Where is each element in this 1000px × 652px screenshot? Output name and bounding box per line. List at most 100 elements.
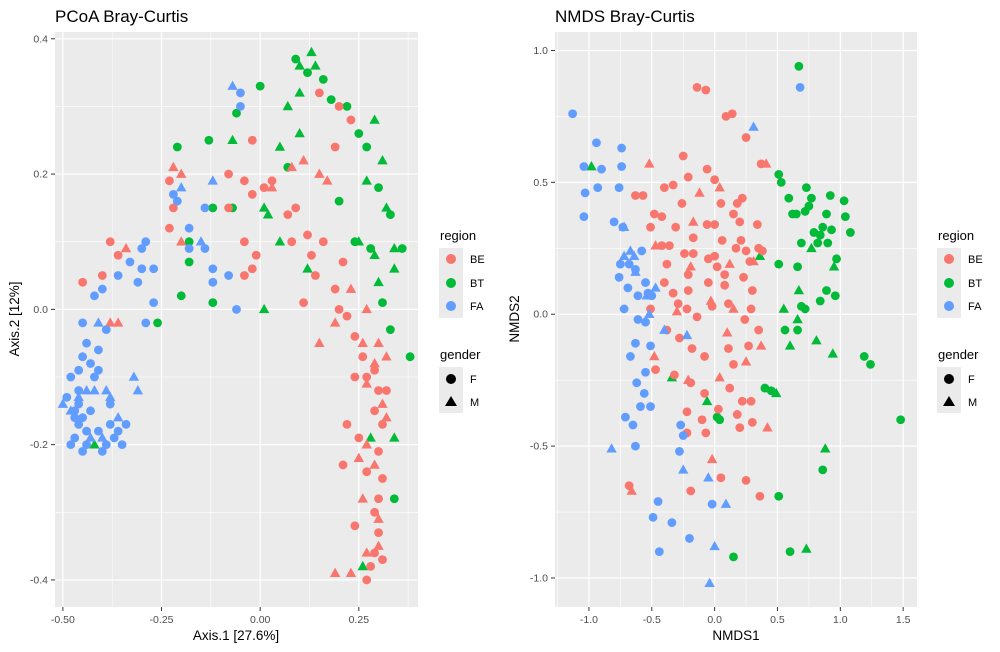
pcoa-point-bt-male [294,60,305,70]
pcoa-point-be-female [303,230,312,240]
nmds-point-be-male [688,216,699,226]
nmds-point-bt-male [820,443,831,453]
nmds-point-fa-female [646,402,655,411]
nmds-point-bt-female [832,254,841,264]
pcoa-point-be-female [342,311,352,321]
pcoa-point-be-female [267,176,277,186]
nmds-point-be-female [717,235,727,245]
pcoa-point-bt-female [176,291,186,301]
nmds-point-fa-male [606,443,617,453]
nmds-point-be-female [752,220,762,229]
pcoa-point-be-female [378,419,387,429]
nmds-point-be-female [692,312,702,322]
nmds-y-tick-label: -0.5 [530,441,548,453]
nmds-legend-key-fa [944,301,954,311]
pcoa-point-bt-female [208,203,218,213]
nmds-point-fa-female [579,162,589,171]
pcoa-point-be-female [350,332,360,341]
nmds-point-be-female [746,396,756,406]
pcoa-point-be-male [373,337,384,347]
pcoa-point-be-female [318,237,328,247]
nmds-point-fa-female [615,259,625,269]
pcoa-plot-background [55,32,418,607]
pcoa-point-fa-female [133,277,143,287]
pcoa-point-bt-male [389,242,400,253]
nmds-point-bt-female [791,209,801,219]
pcoa-point-be-male [345,283,357,293]
nmds-point-bt-female [796,238,806,248]
nmds-point-bt-male [784,340,796,350]
pcoa-point-be-male [381,351,392,361]
nmds-point-be-female [741,475,751,485]
pcoa-point-bt-male [369,249,380,260]
nmds-point-bt-female [800,304,810,314]
pcoa-point-be-male [357,337,368,347]
nmds-title: NMDS Bray-Curtis [555,7,695,26]
pcoa-point-be-male [345,567,357,577]
pcoa-point-fa-male [176,182,187,192]
nmds-x-axis-label: NMDS1 [712,628,759,643]
nmds-point-be-female [710,175,720,185]
nmds-point-be-female [729,209,738,219]
nmds-point-be-female [746,304,756,314]
pcoa-point-bt-female [378,298,387,307]
nmds-y-ticks: -1.0 -0.5 0.0 0.5 1.0 [530,45,555,584]
pcoa-point-bt-male [227,134,238,145]
nmds-point-bt-male [806,242,817,253]
pcoa-point-fa-female [137,244,147,253]
nmds-point-be-female [747,286,757,295]
pcoa-point-bt-male [365,432,376,442]
pcoa-point-be-male [266,182,278,192]
pcoa-point-fa-male [89,385,100,395]
pcoa-point-bt-male [373,276,384,287]
pcoa-point-be-female [224,203,234,213]
pcoa-point-fa-female [66,440,76,450]
pcoa-legend-label-fa: FA [470,301,484,313]
pcoa-points [57,46,415,585]
nmds-x-tick-label: 1.0 [833,614,848,626]
pcoa-point-fa-female [113,271,123,280]
nmds-point-be-female [720,280,730,290]
pcoa-point-bt-male [310,60,321,70]
pcoa-point-fa-female [74,419,84,429]
pcoa-point-bt-female [405,352,415,362]
nmds-point-fa-female [619,304,629,314]
pcoa-panel: PCoA Bray-Curtis -0.50 -0.25 0.00 0.25 -0.4… [7,7,418,643]
nmds-point-be-female [736,235,746,245]
nmds-point-fa-female [685,534,694,543]
nmds-point-fa-female [620,412,630,422]
nmds-point-fa-female [707,499,717,509]
pcoa-point-fa-female [78,352,88,362]
nmds-point-bt-female [822,209,831,219]
nmds-point-bt-female [840,212,850,222]
nmds-point-bt-female [839,196,849,206]
nmds-point-bt-female [785,547,795,557]
pcoa-y-ticks: -0.4 -0.2 0.0 0.2 0.4 [30,33,55,586]
nmds-point-be-female [727,109,737,119]
pcoa-point-be-male [286,161,297,172]
pcoa-legend-key-fa [446,301,456,311]
nmds-point-bt-female [784,193,794,203]
nmds-legend-key-be [944,254,954,264]
nmds-point-be-female [646,222,655,232]
nmds-point-be-female [701,85,711,95]
nmds-point-fa-female [626,352,635,361]
nmds-point-bt-female [715,415,725,425]
pcoa-point-be-female [346,115,356,125]
pcoa-point-be-female [247,264,257,274]
pcoa-legend-gender-keys-bg [439,367,463,413]
pcoa-point-bt-female [255,81,265,91]
pcoa-point-be-female [334,102,344,111]
nmds-point-be-male [649,350,660,361]
pcoa-point-fa-female [66,372,76,382]
nmds-point-bt-male [771,387,782,398]
nmds-point-fa-female [678,431,688,440]
nmds-point-bt-female [801,183,811,193]
pcoa-point-fa-female [78,413,88,422]
nmds-point-be-male [714,182,725,192]
pcoa-point-bt-male [294,127,305,138]
pcoa-title: PCoA Bray-Curtis [55,7,188,26]
nmds-point-bt-female [818,465,828,475]
nmds-point-fa-female [592,138,601,148]
nmds-point-bt-female [780,325,790,335]
